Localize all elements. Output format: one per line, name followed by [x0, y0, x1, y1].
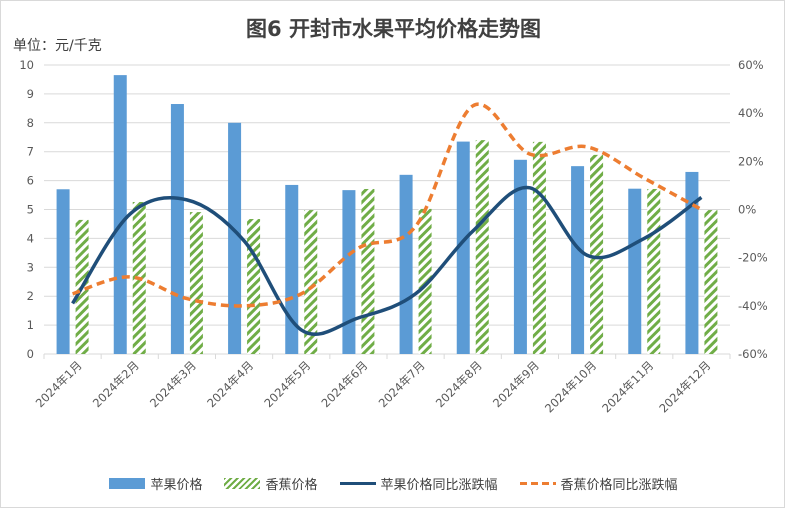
apple-price-bar — [628, 188, 642, 354]
legend-swatch — [109, 478, 146, 489]
apple-yoy-line — [71, 185, 703, 337]
banana-price-bar — [475, 140, 489, 354]
banana-price-bar — [361, 188, 375, 354]
apple-price-bar — [399, 174, 413, 354]
x-tick-label: 2024年5月 — [261, 358, 313, 410]
banana-price-bar — [189, 212, 203, 354]
x-tick-label: 2024年6月 — [318, 358, 370, 410]
banana-price-bar — [647, 188, 661, 354]
y-right-tick-label: 40% — [738, 106, 764, 120]
x-tick-label: 2024年12月 — [656, 358, 713, 415]
banana-price-bar — [418, 208, 432, 354]
y-left-tick-label: 0 — [27, 347, 34, 361]
apple-price-bar — [56, 189, 70, 354]
y-axis-unit-label: 单位：元/千克 — [13, 38, 102, 54]
y-right-tick-label: -40% — [738, 299, 768, 313]
y-right-tick-label: -20% — [738, 251, 768, 265]
apple-price-bar — [228, 122, 242, 354]
x-tick-label: 2024年8月 — [433, 358, 485, 410]
apple-price-bar — [113, 75, 127, 355]
banana-price-bar — [247, 219, 261, 354]
legend-swatch — [224, 478, 261, 489]
chart-title: 图6 开封市水果平均价格走势图 — [246, 17, 541, 41]
x-tick-label: 2024年2月 — [90, 358, 142, 410]
y-left-tick-label: 7 — [27, 145, 34, 159]
y-right-tick-label: -60% — [738, 347, 768, 361]
banana-price-bar — [704, 210, 718, 354]
y-left-tick-label: 3 — [27, 260, 34, 274]
y-left-tick-label: 9 — [27, 87, 34, 101]
y-right-tick-label: 0% — [738, 203, 756, 217]
apple-price-bar — [285, 184, 299, 354]
legend-item-apple-yoy: 苹果价格同比涨跌幅 — [339, 474, 498, 493]
apple-price-bar — [342, 190, 356, 354]
x-tick-label: 2024年3月 — [147, 358, 199, 410]
y-left-tick-label: 8 — [27, 116, 34, 130]
y-right-tick-label: 20% — [738, 154, 764, 168]
apple-price-bar — [456, 141, 470, 354]
x-tick-label: 2024年11月 — [599, 358, 656, 415]
legend-item-banana-price: 香蕉价格 — [224, 474, 318, 493]
y-left-tick-label: 1 — [27, 318, 34, 332]
y-left-tick-label: 5 — [27, 203, 34, 217]
legend-label: 香蕉价格同比涨跌幅 — [560, 478, 678, 493]
x-tick-label: 2024年9月 — [490, 358, 542, 410]
banana-price-bar — [532, 141, 546, 354]
x-tick-label: 2024年1月 — [33, 358, 85, 410]
apple-price-bar — [571, 166, 585, 354]
y-left-tick-label: 2 — [27, 289, 34, 303]
x-tick-label: 2024年7月 — [376, 358, 428, 410]
legend-swatch — [519, 482, 556, 485]
x-tick-label: 2024年10月 — [542, 358, 599, 415]
banana-price-bar — [304, 210, 318, 354]
legend-label: 苹果价格同比涨跌幅 — [380, 478, 498, 493]
apple-price-bar — [685, 171, 699, 354]
apple-price-bar — [170, 104, 184, 354]
legend-label: 香蕉价格 — [265, 478, 318, 493]
x-tick-label: 2024年4月 — [204, 358, 256, 410]
y-left-tick-label: 4 — [27, 231, 34, 245]
legend-label: 苹果价格 — [150, 478, 203, 493]
y-left-tick-label: 6 — [27, 174, 34, 188]
legend-swatch — [339, 482, 376, 485]
y-left-tick-label: 10 — [19, 58, 34, 72]
y-right-tick-label: 60% — [738, 58, 764, 72]
legend-item-apple-price: 苹果价格 — [109, 474, 202, 493]
legend-item-banana-yoy: 香蕉价格同比涨跌幅 — [519, 474, 678, 493]
banana-price-bar — [590, 154, 604, 354]
apple-price-bar — [513, 159, 527, 354]
legend: 苹果价格 香蕉价格 苹果价格同比涨跌幅 香蕉价格同比涨跌幅 — [1, 474, 785, 493]
banana-yoy-line — [72, 102, 703, 308]
